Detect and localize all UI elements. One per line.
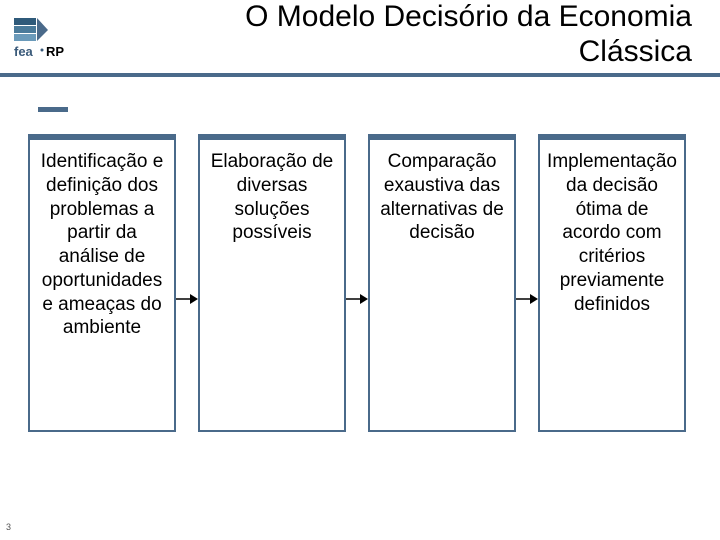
fea-rp-logo-icon: fea RP [14,18,88,62]
page-title: O Modelo Decisório da Economia Clássica [0,0,700,69]
arrow-3 [516,134,538,432]
arrow-1 [176,134,198,432]
flow-box-4: Implementação da decisão ótima de acordo… [538,134,686,432]
header: fea RP O Modelo Decisório da Economia Cl… [0,0,720,80]
page-number: 3 [6,522,11,532]
flow-box-1: Identificação e definição dos problemas … [28,134,176,432]
logo: fea RP [14,18,88,62]
title-line-1: O Modelo Decisório da Economia [245,0,692,33]
title-underline [0,73,720,77]
arrow-right-icon [346,292,368,306]
title-line-2: Clássica [579,35,692,68]
flow-box-3: Comparação exaustiva das alternativas de… [368,134,516,432]
arrow-2 [346,134,368,432]
arrow-right-icon [176,292,198,306]
flow-box-2: Elaboração de diversas soluções possívei… [198,134,346,432]
flow-box-4-text: Implementação da decisão ótima de acordo… [547,151,677,315]
accent-bar [38,107,68,112]
process-flow: Identificação e definição dos problemas … [28,134,720,432]
flow-box-3-text: Comparação exaustiva das alternativas de… [380,151,504,243]
flow-box-2-text: Elaboração de diversas soluções possívei… [211,151,334,243]
flow-box-1-text: Identificação e definição dos problemas … [41,151,164,338]
arrow-right-icon [516,292,538,306]
svg-text:RP: RP [46,44,64,59]
svg-text:fea: fea [14,44,34,59]
